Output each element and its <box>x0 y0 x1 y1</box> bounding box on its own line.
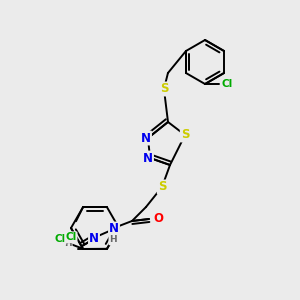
Text: Cl: Cl <box>221 79 233 89</box>
Text: N: N <box>109 223 119 236</box>
Text: S: S <box>181 128 189 142</box>
Text: N: N <box>141 131 151 145</box>
Text: H: H <box>64 239 72 248</box>
Text: Cl: Cl <box>54 234 66 244</box>
Text: N: N <box>143 152 153 164</box>
Text: H: H <box>109 236 117 244</box>
Text: O: O <box>153 212 163 224</box>
Text: N: N <box>89 232 99 245</box>
Text: S: S <box>158 181 166 194</box>
Text: S: S <box>160 82 168 95</box>
Text: Cl: Cl <box>65 232 76 242</box>
